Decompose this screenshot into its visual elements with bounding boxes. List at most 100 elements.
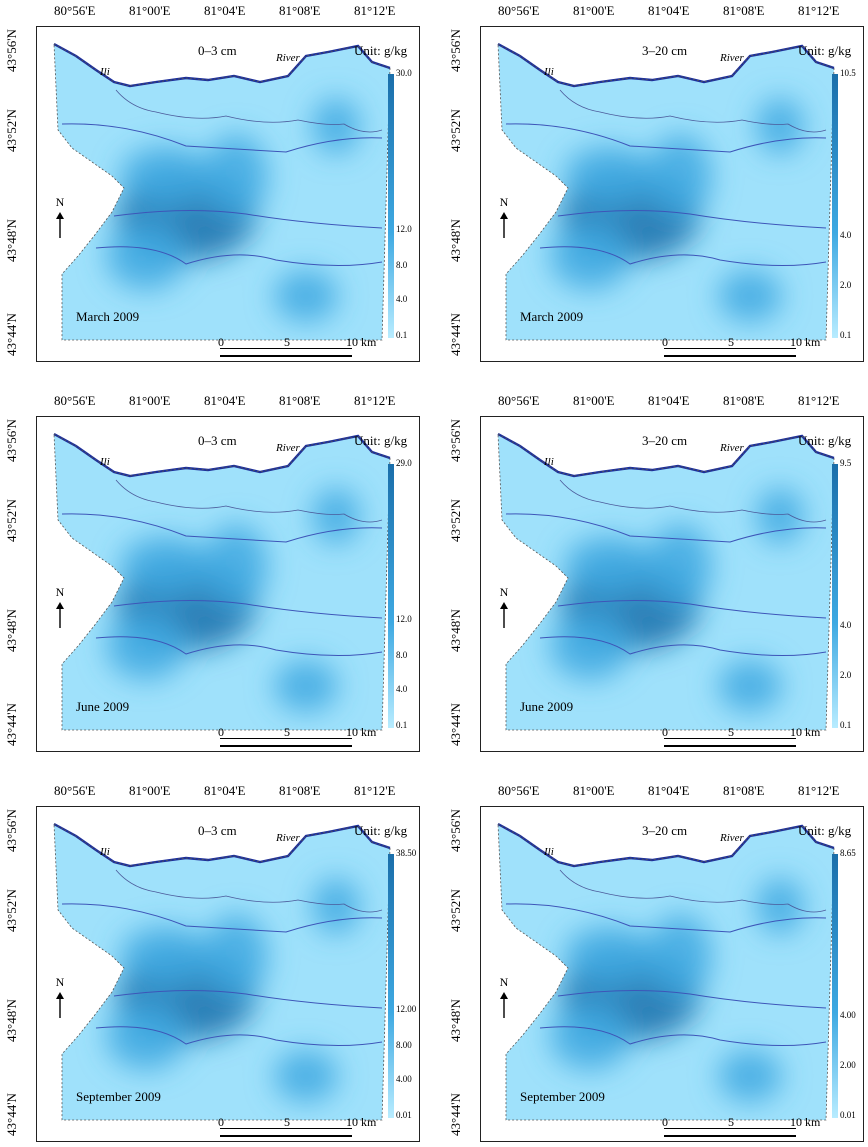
scale-bar-label: 5 bbox=[728, 1115, 734, 1129]
latitude-label: 43°56'N bbox=[4, 809, 19, 852]
scale-bar-label: 5 bbox=[284, 335, 290, 349]
salinity-hotspot bbox=[756, 878, 804, 934]
north-arrow-icon bbox=[56, 602, 64, 628]
scale-bar bbox=[664, 738, 796, 747]
salinity-hotspot bbox=[648, 914, 712, 998]
north-label: N bbox=[55, 195, 65, 209]
contour-line bbox=[505, 513, 827, 543]
salinity-hotspot bbox=[106, 222, 186, 290]
study-area-boundary bbox=[497, 823, 835, 1121]
river-name-river: River bbox=[720, 442, 744, 454]
unit-label: Unit: g/kg bbox=[354, 823, 408, 838]
contour-line bbox=[61, 123, 383, 153]
legend-tick-label: 4.00 bbox=[840, 1010, 856, 1020]
longitude-label: 80°56'E bbox=[54, 3, 96, 18]
soil-salinity-map bbox=[53, 822, 394, 1121]
latitude-label: 43°48'N bbox=[448, 999, 463, 1042]
legend-tick-label: 12.0 bbox=[396, 614, 412, 624]
salinity-hotspot bbox=[648, 524, 712, 608]
longitude-label: 81°04'E bbox=[204, 3, 246, 18]
scale-bar-label: 5 bbox=[284, 1115, 290, 1129]
legend-tick-label: 4.0 bbox=[396, 294, 408, 304]
study-area-boundary bbox=[497, 43, 835, 341]
latitude-label: 43°52'N bbox=[4, 109, 19, 152]
legend-tick-label: 10.5 bbox=[840, 68, 856, 78]
map-panel: 80°56'E 81°00'E 81°04'E 81°08'E 81°12'E 43°56… bbox=[2, 780, 422, 1144]
longitude-label: 81°08'E bbox=[279, 783, 321, 798]
legend-colorbar bbox=[388, 464, 394, 728]
season-label: September 2009 bbox=[76, 1089, 161, 1104]
salinity-hotspot bbox=[312, 488, 360, 544]
stream-line bbox=[559, 89, 827, 133]
latitude-label: 43°56'N bbox=[448, 29, 463, 72]
latitude-label: 43°56'N bbox=[448, 419, 463, 462]
contour-line bbox=[539, 1026, 827, 1047]
river-name-river: River bbox=[276, 52, 300, 64]
legend-tick-label: 9.5 bbox=[840, 458, 852, 468]
longitude-label: 81°12'E bbox=[354, 393, 396, 408]
scale-bar-label: 10 km bbox=[346, 335, 377, 349]
longitude-label: 80°56'E bbox=[498, 783, 540, 798]
salinity-hotspot bbox=[718, 660, 782, 712]
legend-tick-label: 8.65 bbox=[840, 848, 856, 858]
salinity-hotspot bbox=[274, 1050, 338, 1102]
soil-salinity-map bbox=[53, 42, 394, 341]
longitude-label: 81°08'E bbox=[723, 783, 765, 798]
longitude-label: 81°00'E bbox=[129, 3, 171, 18]
contour-line bbox=[557, 599, 827, 619]
unit-label: Unit: g/kg bbox=[798, 433, 852, 448]
salinity-hotspot bbox=[274, 270, 338, 322]
north-arrow-icon bbox=[500, 212, 508, 238]
legend-tick-label: 8.00 bbox=[396, 1040, 412, 1050]
salinity-hotspot bbox=[312, 98, 360, 154]
contour-line bbox=[113, 989, 383, 1009]
latitude-label: 43°56'N bbox=[4, 29, 19, 72]
longitude-label: 81°00'E bbox=[573, 3, 615, 18]
study-area-boundary bbox=[53, 43, 391, 341]
scale-bar-label: 10 km bbox=[790, 725, 821, 739]
legend-tick-label: 12.00 bbox=[396, 1004, 417, 1014]
latitude-label: 43°52'N bbox=[448, 499, 463, 542]
depth-label: 0–3 cm bbox=[198, 823, 237, 838]
north-arrow-icon bbox=[56, 992, 64, 1018]
north-arrow: N bbox=[54, 195, 66, 241]
longitude-label: 81°12'E bbox=[354, 783, 396, 798]
legend-tick-label: 2.00 bbox=[840, 1060, 856, 1070]
scale-bar-label: 0 bbox=[218, 725, 224, 739]
scale-bar-label: 5 bbox=[728, 335, 734, 349]
scale-bar-label: 10 km bbox=[790, 1115, 821, 1129]
legend-colorbar bbox=[832, 854, 838, 1118]
contour-line bbox=[61, 513, 383, 543]
map-panel: 80°56'E 81°00'E 81°04'E 81°08'E 81°12'E 43°56… bbox=[2, 390, 422, 754]
salinity-hotspot bbox=[274, 660, 338, 712]
north-label: N bbox=[499, 585, 509, 599]
north-label: N bbox=[55, 975, 65, 989]
river-name-ili: Ili bbox=[100, 846, 110, 858]
soil-salinity-map bbox=[497, 42, 838, 341]
legend-tick-label: 0.01 bbox=[396, 1110, 412, 1120]
longitude-label: 81°12'E bbox=[798, 3, 840, 18]
salinity-hotspot bbox=[120, 536, 212, 596]
season-label: June 2009 bbox=[520, 699, 574, 714]
latitude-label: 43°48'N bbox=[4, 609, 19, 652]
scale-bar bbox=[664, 1128, 796, 1137]
salinity-hotspot bbox=[204, 914, 268, 998]
contour-line bbox=[557, 209, 827, 229]
soil-salinity-map bbox=[497, 432, 838, 731]
salinity-hotspot bbox=[550, 612, 630, 680]
north-arrow-icon bbox=[500, 992, 508, 1018]
contour-line bbox=[539, 246, 827, 267]
salinity-hotspot bbox=[106, 1002, 186, 1070]
longitude-label: 81°12'E bbox=[798, 783, 840, 798]
latitude-label: 43°44'N bbox=[448, 1093, 463, 1136]
contour-line bbox=[505, 123, 827, 153]
stream-line bbox=[115, 479, 383, 523]
latitude-label: 43°44'N bbox=[4, 1093, 19, 1136]
scale-bar-label: 0 bbox=[662, 725, 668, 739]
legend-tick-label: 0.1 bbox=[840, 330, 852, 340]
scale-bar-label: 10 km bbox=[346, 1115, 377, 1129]
longitude-label: 81°08'E bbox=[723, 393, 765, 408]
legend-colorbar bbox=[388, 74, 394, 338]
legend-colorbar bbox=[832, 74, 838, 338]
scale-bar bbox=[220, 738, 352, 747]
